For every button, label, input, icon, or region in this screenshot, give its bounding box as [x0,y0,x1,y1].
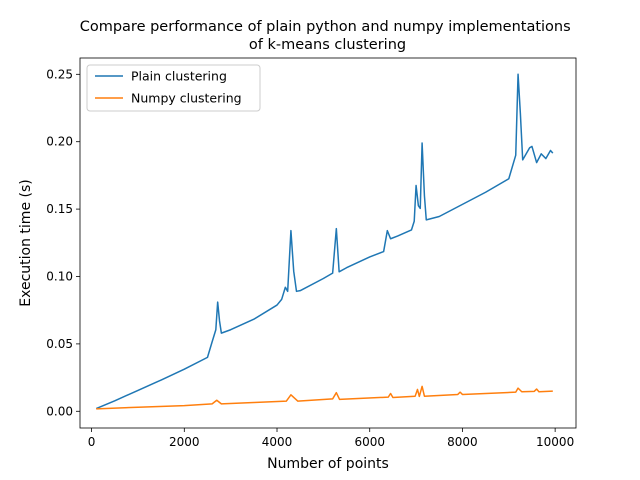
x-tick-label: 6000 [354,435,385,449]
series-line-numpy-clustering [96,385,553,410]
x-tick-label: 2000 [169,435,200,449]
y-axis-ticks: 0.00 0.05 0.10 0.15 0.20 0.25 [46,67,80,418]
legend-box [86,64,261,112]
x-axis-label: Number of points [267,456,389,472]
legend-label-plain-clustering: Plain clustering [131,69,227,84]
y-tick-label: 0.25 [46,67,73,81]
x-tick-label: 8000 [447,435,478,449]
x-tick-label: 10000 [536,435,574,449]
y-tick-label: 0.10 [46,269,73,283]
y-tick-label: 0.00 [46,404,73,418]
x-tick-label: 0 [88,435,96,449]
axes-frame [79,57,577,429]
x-tick-label: 4000 [262,435,293,449]
chart-title: Compare performance of plain python and … [80,19,576,53]
legend: Plain clustering Numpy clustering [86,64,261,112]
series-line-plain-clustering [95,73,554,410]
x-axis-ticks: 0 2000 4000 6000 8000 10000 [88,428,574,449]
y-axis-label: Execution time (s) [18,179,34,306]
plot-area [80,58,576,428]
y-tick-label: 0.15 [46,202,73,216]
legend-label-numpy-clustering: Numpy clustering [131,91,242,106]
series-layer [95,73,554,410]
y-tick-label: 0.20 [46,135,73,149]
y-tick-label: 0.05 [46,337,73,351]
